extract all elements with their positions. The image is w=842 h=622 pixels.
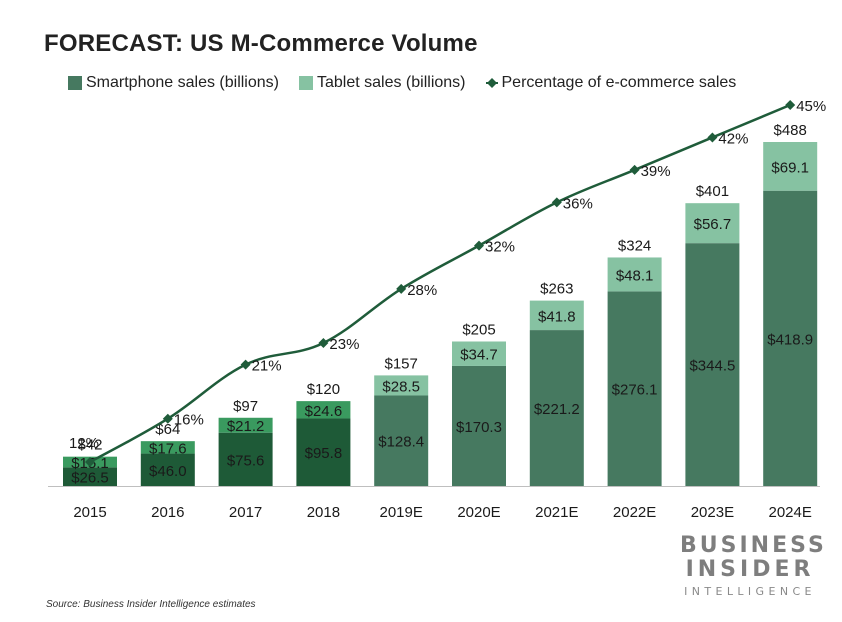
data-label-tablet-2016: $17.6 bbox=[149, 440, 187, 457]
data-label-smartphone-2022E: $276.1 bbox=[612, 382, 658, 399]
legend-swatch-smartphone bbox=[68, 76, 82, 90]
bar-tablet-2016 bbox=[140, 441, 195, 454]
data-label-smartphone-2020E: $170.3 bbox=[456, 419, 502, 436]
bar-smartphone-2015 bbox=[63, 467, 117, 486]
line-point-2015 bbox=[85, 457, 95, 467]
bar-tablet-2020E bbox=[452, 341, 506, 366]
chart-title: FORECAST: US M-Commerce Volume bbox=[44, 30, 478, 57]
legend-label-percentage: Percentage of e-commerce sales bbox=[501, 74, 737, 91]
source-note: Source: Business Insider Intelligence es… bbox=[46, 599, 256, 610]
line-point-2021E bbox=[551, 197, 562, 208]
x-tick-label-2017: 2017 bbox=[229, 504, 262, 521]
data-label-total-2020E: $205 bbox=[462, 321, 495, 338]
line-percentage-ecommerce bbox=[89, 103, 791, 464]
line-label-2023E: 42% bbox=[718, 130, 748, 147]
bar-tablet-2023E bbox=[685, 203, 740, 244]
chart-legend: Smartphone sales (billions) Tablet sales… bbox=[68, 74, 756, 92]
x-tick-label-2022E: 2022E bbox=[613, 504, 656, 521]
data-label-tablet-2024E: $69.1 bbox=[771, 159, 809, 176]
line-label-2024E: 45% bbox=[796, 98, 826, 115]
bar-tablet-2018 bbox=[296, 401, 351, 419]
bar-smartphone-2018 bbox=[296, 418, 351, 486]
bar-tablet-2019E bbox=[374, 375, 429, 396]
data-label-total-2019E: $157 bbox=[385, 355, 418, 372]
data-label-smartphone-2016: $46.0 bbox=[149, 463, 187, 480]
logo-line-business: BUSINESS bbox=[680, 533, 827, 558]
bar-smartphone-2017 bbox=[218, 432, 273, 486]
data-label-tablet-2023E: $56.7 bbox=[694, 216, 732, 233]
bar-smartphone-2020E bbox=[452, 365, 506, 486]
data-label-tablet-2020E: $34.7 bbox=[460, 347, 498, 364]
line-label-2016: 16% bbox=[174, 412, 204, 429]
legend-swatch-tablet bbox=[298, 76, 313, 90]
line-label-2017: 21% bbox=[252, 358, 282, 375]
data-label-total-2015: $42 bbox=[77, 437, 102, 454]
logo-line-intelligence: INTELLIGENCE bbox=[684, 585, 816, 598]
data-label-smartphone-2015: $26.5 bbox=[71, 470, 109, 487]
data-label-total-2023E: $401 bbox=[696, 183, 729, 200]
data-label-tablet-2021E: $41.8 bbox=[538, 308, 576, 325]
data-label-tablet-2017: $21.2 bbox=[227, 418, 265, 435]
data-label-total-2016: $64 bbox=[155, 421, 180, 438]
bar-smartphone-2022E bbox=[607, 291, 662, 486]
bar-smartphone-2023E bbox=[685, 243, 740, 486]
x-tick-label-2019E: 2019E bbox=[380, 504, 423, 521]
data-label-tablet-2019E: $28.5 bbox=[382, 378, 420, 395]
x-tick-label-2020E: 2020E bbox=[457, 504, 500, 521]
line-point-2024E bbox=[785, 100, 796, 110]
data-label-smartphone-2024E: $418.9 bbox=[767, 331, 813, 348]
bar-tablet-2022E bbox=[607, 257, 662, 292]
line-label-2018: 23% bbox=[329, 336, 359, 353]
line-point-2017 bbox=[240, 359, 251, 370]
line-label-2021E: 36% bbox=[563, 195, 593, 212]
bar-smartphone-2024E bbox=[763, 190, 818, 486]
x-tick-label-2024E: 2024E bbox=[769, 504, 812, 521]
data-label-total-2024E: $488 bbox=[774, 122, 807, 139]
line-point-2019E bbox=[396, 283, 407, 294]
legend-smartphone: Smartphone sales (billions) bbox=[68, 74, 279, 92]
bar-tablet-2024E bbox=[763, 142, 818, 191]
x-tick-label-2023E: 2023E bbox=[691, 504, 734, 521]
line-point-2016 bbox=[162, 413, 173, 424]
bar-smartphone-2019E bbox=[374, 395, 429, 486]
data-label-smartphone-2023E: $344.5 bbox=[689, 358, 735, 375]
line-point-2023E bbox=[707, 132, 718, 143]
x-tick-label-2015: 2015 bbox=[73, 504, 106, 521]
bar-tablet-2017 bbox=[218, 417, 273, 433]
line-point-2020E bbox=[474, 240, 484, 251]
legend-label-tablet: Tablet sales (billions) bbox=[316, 74, 466, 91]
legend-diamond-icon bbox=[485, 78, 498, 88]
line-label-2022E: 39% bbox=[641, 163, 671, 180]
line-label-2019E: 28% bbox=[407, 282, 437, 299]
logo-line-insider: INSIDER bbox=[685, 557, 815, 582]
bar-smartphone-2021E bbox=[529, 330, 584, 486]
data-label-total-2018: $120 bbox=[307, 381, 340, 398]
data-label-tablet-2022E: $48.1 bbox=[616, 267, 654, 284]
line-label-2020E: 32% bbox=[485, 239, 515, 256]
business-insider-logo: BUSINESS INSIDER INTELLIGENCE bbox=[680, 533, 827, 598]
data-label-total-2021E: $263 bbox=[540, 281, 573, 298]
data-label-smartphone-2018: $95.8 bbox=[305, 445, 343, 462]
data-label-total-2017: $97 bbox=[233, 398, 258, 415]
x-tick-label-2016: 2016 bbox=[151, 504, 184, 521]
data-label-smartphone-2021E: $221.2 bbox=[534, 401, 580, 418]
line-point-2022E bbox=[629, 164, 640, 175]
bar-smartphone-2016 bbox=[140, 453, 195, 486]
data-label-smartphone-2019E: $128.4 bbox=[378, 434, 424, 451]
legend-percentage: Percentage of e-commerce sales bbox=[485, 74, 737, 92]
bar-tablet-2021E bbox=[529, 300, 584, 331]
x-tick-label-2021E: 2021E bbox=[535, 504, 578, 521]
data-label-smartphone-2017: $75.6 bbox=[227, 452, 265, 469]
data-label-tablet-2018: $24.6 bbox=[305, 403, 343, 420]
data-label-total-2022E: $324 bbox=[618, 237, 651, 254]
line-point-2018 bbox=[318, 338, 329, 348]
line-label-2015: 12% bbox=[69, 435, 99, 452]
legend-tablet: Tablet sales (billions) bbox=[298, 74, 466, 92]
legend-label-smartphone: Smartphone sales (billions) bbox=[86, 74, 279, 91]
x-tick-label-2018: 2018 bbox=[307, 504, 340, 521]
